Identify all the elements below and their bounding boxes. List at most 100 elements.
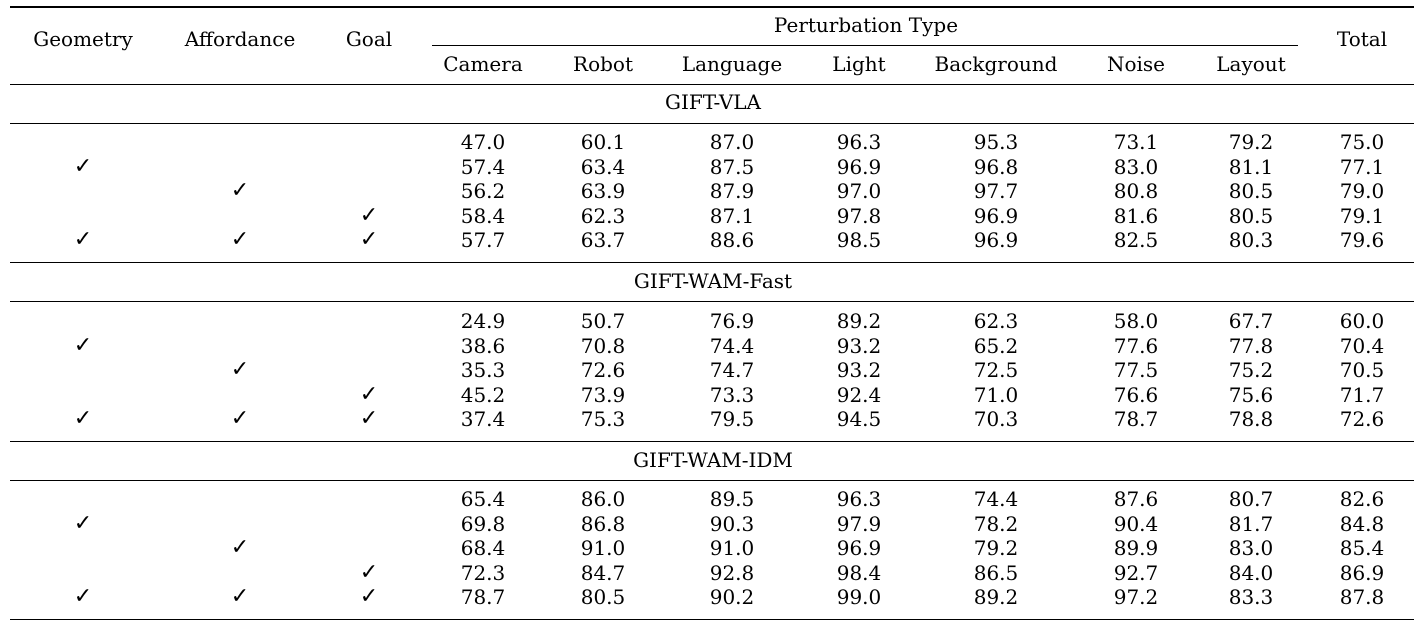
check-mark: ✓ bbox=[359, 584, 379, 610]
header-robot: Robot bbox=[573, 52, 633, 76]
table-cell: 65.2 bbox=[973, 333, 1019, 358]
header-goal: Goal bbox=[345, 27, 393, 51]
table-cell: 60.1 bbox=[580, 130, 626, 154]
check-mark: ✓ bbox=[230, 535, 250, 561]
header-rule bbox=[10, 84, 1414, 85]
table-cell: 73.3 bbox=[709, 382, 755, 407]
table-cell: 68.4 bbox=[460, 536, 506, 561]
table-cell: 96.3 bbox=[836, 130, 882, 154]
section-divider bbox=[10, 441, 1414, 442]
table-cell: 87.9 bbox=[709, 179, 755, 204]
total-cell: 85.4 bbox=[1339, 536, 1385, 561]
bottom-rule bbox=[10, 619, 1414, 620]
table-cell: 96.9 bbox=[836, 154, 882, 179]
table-cell: 98.4 bbox=[836, 560, 882, 585]
perturbation-group-rule bbox=[432, 45, 1298, 46]
table-cell: 71.0 bbox=[973, 382, 1019, 407]
header-affordance: Affordance bbox=[184, 27, 296, 51]
table-cell: 81.6 bbox=[1113, 203, 1159, 228]
table-cell: 93.2 bbox=[836, 358, 882, 383]
table-cell: 99.0 bbox=[836, 585, 882, 610]
table-cell: 86.5 bbox=[973, 560, 1019, 585]
table-cell: 92.4 bbox=[836, 382, 882, 407]
table-cell: 72.6 bbox=[580, 358, 626, 383]
table-cell: 97.0 bbox=[836, 179, 882, 204]
table-cell: 87.5 bbox=[709, 154, 755, 179]
check-mark: ✓ bbox=[73, 153, 93, 179]
total-cell: 87.8 bbox=[1339, 585, 1385, 610]
table-cell: 63.7 bbox=[580, 228, 626, 253]
total-cell: 72.6 bbox=[1339, 407, 1385, 432]
total-cell: 75.0 bbox=[1339, 130, 1385, 154]
table-cell: 58.4 bbox=[460, 203, 506, 228]
header-layout: Layout bbox=[1216, 52, 1286, 76]
table-cell: 81.7 bbox=[1228, 511, 1274, 536]
table-cell: 98.5 bbox=[836, 228, 882, 253]
table-cell: 35.3 bbox=[460, 358, 506, 383]
table-cell: 65.4 bbox=[460, 487, 506, 511]
table-cell: 97.7 bbox=[973, 179, 1019, 204]
table-cell: 97.8 bbox=[836, 203, 882, 228]
table-cell: 95.3 bbox=[973, 130, 1019, 154]
table-cell: 74.4 bbox=[973, 487, 1019, 511]
table-cell: 96.9 bbox=[973, 203, 1019, 228]
table-cell: 96.3 bbox=[836, 487, 882, 511]
table-cell: 82.5 bbox=[1113, 228, 1159, 253]
table-cell: 78.7 bbox=[460, 585, 506, 610]
table-cell: 90.3 bbox=[709, 511, 755, 536]
table-cell: 38.6 bbox=[460, 333, 506, 358]
table-cell: 47.0 bbox=[460, 130, 506, 154]
table-cell: 72.3 bbox=[460, 560, 506, 585]
table-cell: 80.5 bbox=[1228, 179, 1274, 204]
table-cell: 80.8 bbox=[1113, 179, 1159, 204]
table-cell: 87.0 bbox=[709, 130, 755, 154]
table-cell: 80.5 bbox=[1228, 203, 1274, 228]
table-cell: 70.3 bbox=[973, 407, 1019, 432]
table-cell: 89.5 bbox=[709, 487, 755, 511]
header-geometry: Geometry bbox=[33, 27, 133, 51]
section-title: GIFT-VLA bbox=[665, 90, 761, 114]
table-cell: 83.0 bbox=[1113, 154, 1159, 179]
total-cell: 79.6 bbox=[1339, 228, 1385, 253]
check-mark: ✓ bbox=[73, 406, 93, 432]
header-background: Background bbox=[934, 52, 1058, 76]
table-cell: 84.0 bbox=[1228, 560, 1274, 585]
table-cell: 93.2 bbox=[836, 333, 882, 358]
total-cell: 86.9 bbox=[1339, 560, 1385, 585]
table-cell: 72.5 bbox=[973, 358, 1019, 383]
table-cell: 97.9 bbox=[836, 511, 882, 536]
section-rule bbox=[10, 123, 1414, 124]
total-cell: 70.5 bbox=[1339, 358, 1385, 383]
total-cell: 79.1 bbox=[1339, 203, 1385, 228]
check-mark: ✓ bbox=[359, 381, 379, 407]
table-cell: 79.2 bbox=[973, 536, 1019, 561]
table-cell: 97.2 bbox=[1113, 585, 1159, 610]
total-cell: 71.7 bbox=[1339, 382, 1385, 407]
header-noise: Noise bbox=[1106, 52, 1166, 76]
table-cell: 81.1 bbox=[1228, 154, 1274, 179]
table-cell: 80.7 bbox=[1228, 487, 1274, 511]
table-cell: 73.9 bbox=[580, 382, 626, 407]
top-rule bbox=[10, 6, 1414, 8]
table-cell: 80.5 bbox=[580, 585, 626, 610]
table-cell: 24.9 bbox=[460, 309, 506, 333]
table-cell: 79.2 bbox=[1228, 130, 1274, 154]
check-mark: ✓ bbox=[230, 227, 250, 253]
table-cell: 77.6 bbox=[1113, 333, 1159, 358]
table-cell: 77.5 bbox=[1113, 358, 1159, 383]
table-cell: 45.2 bbox=[460, 382, 506, 407]
check-mark: ✓ bbox=[73, 584, 93, 610]
table-cell: 70.8 bbox=[580, 333, 626, 358]
header-language: Language bbox=[681, 52, 783, 76]
table-cell: 91.0 bbox=[709, 536, 755, 561]
table-cell: 96.9 bbox=[973, 228, 1019, 253]
check-mark: ✓ bbox=[230, 178, 250, 204]
table-cell: 89.2 bbox=[836, 309, 882, 333]
header-light: Light bbox=[832, 52, 886, 76]
table-cell: 91.0 bbox=[580, 536, 626, 561]
table-cell: 75.3 bbox=[580, 407, 626, 432]
table-cell: 56.2 bbox=[460, 179, 506, 204]
section-title: GIFT-WAM-IDM bbox=[633, 448, 793, 472]
table-cell: 96.8 bbox=[973, 154, 1019, 179]
